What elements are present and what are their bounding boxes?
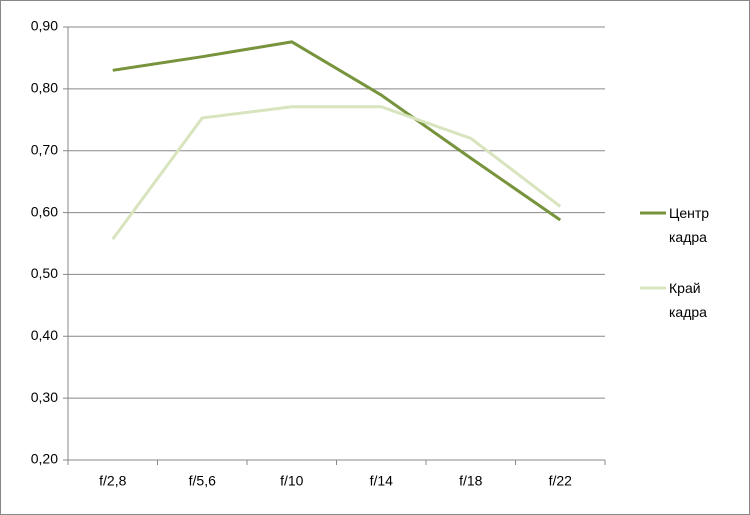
x-tick-label: f/2,8 xyxy=(99,473,126,489)
y-tick-label: 0,60 xyxy=(31,203,58,219)
y-tick-label: 0,20 xyxy=(31,451,58,467)
y-tick-label: 0,80 xyxy=(31,80,58,96)
x-tick-label: f/10 xyxy=(280,473,304,489)
y-tick-label: 0,40 xyxy=(31,327,58,343)
series-line xyxy=(112,40,562,222)
x-tick-label: f/22 xyxy=(549,473,573,489)
y-tick-label: 0,50 xyxy=(31,265,58,281)
legend-label: Центр кадра xyxy=(669,205,710,245)
y-tick-label: 0,90 xyxy=(31,18,58,34)
y-tick-label: 0,30 xyxy=(31,389,58,405)
legend-label: Край кадра xyxy=(669,280,707,320)
x-tick-label: f/14 xyxy=(370,473,394,489)
x-tick-label: f/5,6 xyxy=(189,473,216,489)
series-line xyxy=(111,105,562,241)
x-tick-label: f/18 xyxy=(459,473,483,489)
y-tick-label: 0,70 xyxy=(31,141,58,157)
